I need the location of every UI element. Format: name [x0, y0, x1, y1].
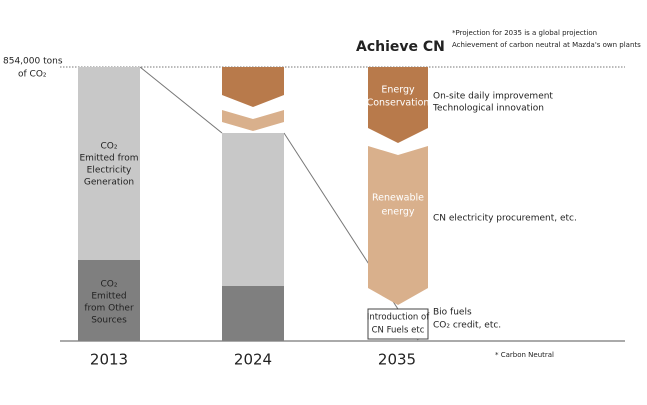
other-segment [78, 260, 140, 341]
step-label: Renewable [372, 193, 424, 204]
chevron [222, 110, 284, 131]
baseline-label: of CO₂ [18, 70, 47, 80]
year-label: 2024 [234, 351, 272, 369]
box [367, 308, 429, 340]
title: Achieve CN [356, 39, 445, 55]
year-label: 2035 [378, 351, 416, 369]
step-label: CN Fuels etc [372, 326, 425, 336]
step-label: Introduction of [367, 313, 430, 323]
trend-line [283, 132, 419, 341]
segment-label: Emitted from [79, 154, 138, 164]
note: Achievement of carbon neutral at Mazda's… [452, 41, 641, 49]
step-description: Bio fuels [433, 308, 472, 318]
arrow [368, 146, 428, 305]
note: *Projection for 2035 is a global project… [452, 29, 597, 37]
step-label: energy [381, 207, 414, 218]
electricity-segment [222, 133, 284, 286]
baseline-label: 854,000 tons [3, 57, 63, 67]
segment-label: from Other [84, 304, 134, 314]
chevron [222, 67, 284, 107]
step-description: CO₂ credit, etc. [433, 321, 501, 331]
segment-label: Sources [91, 316, 127, 326]
segment-label: Emitted [91, 292, 126, 302]
electricity-segment [78, 67, 140, 260]
arrow [368, 67, 428, 143]
segment-label: Generation [84, 178, 134, 188]
step-description: Technological innovation [432, 104, 544, 114]
segment-label: Electricity [87, 166, 132, 176]
segment-label: CO₂ [101, 142, 118, 152]
year-label: 2013 [90, 351, 128, 369]
step-description: CN electricity procurement, etc. [433, 214, 577, 224]
other-segment [222, 286, 284, 341]
footnote: * Carbon Neutral [495, 351, 554, 359]
segment-label: CO₂ [101, 280, 118, 290]
step-description: On-site daily improvement [433, 92, 553, 102]
step-label: Conservation [367, 98, 430, 109]
step-label: Energy [381, 85, 415, 96]
trend-line [139, 66, 223, 134]
